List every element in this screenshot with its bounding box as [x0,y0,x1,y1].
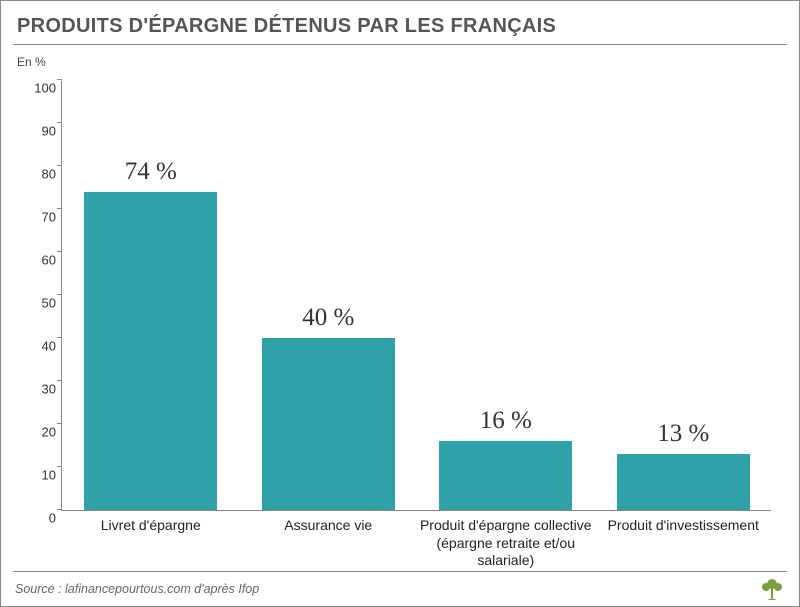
y-tick-mark [57,79,62,80]
y-tick-label: 20 [22,425,56,440]
bar-value-label: 74 % [71,158,231,186]
bar-value-label: 13 % [603,420,763,448]
chart-title: PRODUITS D'ÉPARGNE DÉTENUS PAR LES FRANÇ… [1,1,799,44]
y-tick-mark [57,165,62,166]
y-tick-label: 70 [22,210,56,225]
bar [439,441,572,510]
y-tick-label: 100 [22,81,56,96]
y-tick-label: 50 [22,296,56,311]
bar [262,338,395,510]
bar [84,192,217,510]
y-tick-mark [57,294,62,295]
x-category-label: Produit d'investissement [593,517,773,535]
y-tick-label: 30 [22,382,56,397]
chart-area: 010203040506070809010074 %Livret d'éparg… [61,81,771,511]
y-tick-mark [57,208,62,209]
x-category-label: Produit d'épargne collective(épargne ret… [416,517,596,570]
y-tick-mark [57,509,62,510]
x-category-label: Assurance vie [238,517,418,535]
bar-value-label: 16 % [426,407,586,435]
y-tick-mark [57,337,62,338]
source-text: Source : lafinancepourtous.com d'après I… [15,582,259,596]
y-axis-label: En % [1,45,799,69]
y-tick-label: 90 [22,124,56,139]
tree-logo-icon [759,578,785,600]
y-tick-label: 80 [22,167,56,182]
bar-value-label: 40 % [248,304,408,332]
footer-divider [13,571,787,572]
y-tick-label: 10 [22,468,56,483]
y-tick-mark [57,251,62,252]
y-tick-label: 0 [22,511,56,526]
y-tick-mark [57,122,62,123]
y-tick-label: 60 [22,253,56,268]
plot-area: 010203040506070809010074 %Livret d'éparg… [61,81,771,511]
bar [617,454,750,510]
y-tick-mark [57,423,62,424]
y-tick-label: 40 [22,339,56,354]
x-category-label: Livret d'épargne [61,517,241,535]
y-tick-mark [57,466,62,467]
y-tick-mark [57,380,62,381]
chart-container: PRODUITS D'ÉPARGNE DÉTENUS PAR LES FRANÇ… [0,0,800,607]
